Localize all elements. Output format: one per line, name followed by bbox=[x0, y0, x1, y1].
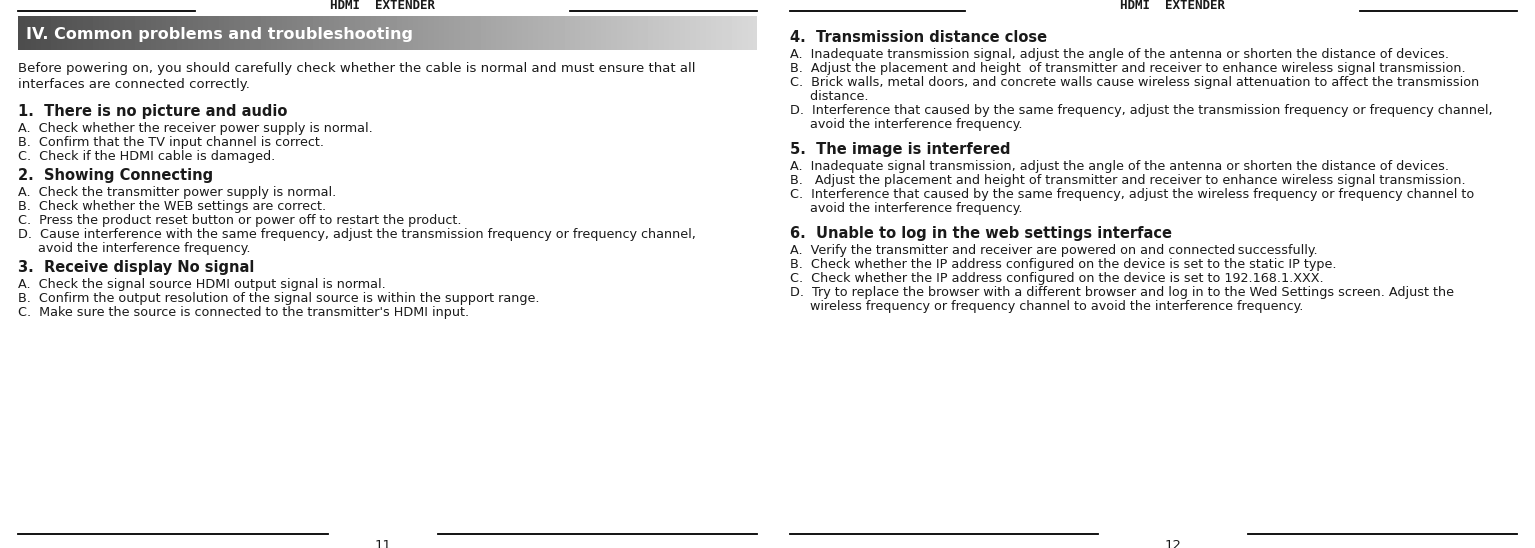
Text: wireless frequency or frequency channel to avoid the interference frequency.: wireless frequency or frequency channel … bbox=[791, 300, 1303, 313]
Text: 11: 11 bbox=[375, 539, 391, 548]
Text: HDMI  EXTENDER: HDMI EXTENDER bbox=[1121, 0, 1225, 12]
Text: Before powering on, you should carefully check whether the cable is normal and m: Before powering on, you should carefully… bbox=[18, 62, 695, 75]
Text: C.  Make sure the source is connected to the transmitter's HDMI input.: C. Make sure the source is connected to … bbox=[18, 306, 470, 319]
Text: B.  Confirm the output resolution of the signal source is within the support ran: B. Confirm the output resolution of the … bbox=[18, 292, 539, 305]
Text: avoid the interference frequency.: avoid the interference frequency. bbox=[791, 202, 1022, 215]
Text: B.  Check whether the WEB settings are correct.: B. Check whether the WEB settings are co… bbox=[18, 200, 325, 213]
Text: 5.  The image is interfered: 5. The image is interfered bbox=[791, 142, 1010, 157]
Text: 6.  Unable to log in the web settings interface: 6. Unable to log in the web settings int… bbox=[791, 226, 1173, 241]
Text: A.  Check the transmitter power supply is normal.: A. Check the transmitter power supply is… bbox=[18, 186, 336, 199]
Text: D.  Interference that caused by the same frequency, adjust the transmission freq: D. Interference that caused by the same … bbox=[791, 104, 1492, 117]
Text: C.  Check whether the IP address configured on the device is set to 192.168.1.XX: C. Check whether the IP address configur… bbox=[791, 272, 1323, 285]
Text: B.  Confirm that the TV input channel is correct.: B. Confirm that the TV input channel is … bbox=[18, 136, 324, 149]
Text: A.  Check the signal source HDMI output signal is normal.: A. Check the signal source HDMI output s… bbox=[18, 278, 385, 291]
Text: 2.  Showing Connecting: 2. Showing Connecting bbox=[18, 168, 213, 183]
Text: C.  Brick walls, metal doors, and concrete walls cause wireless signal attenuati: C. Brick walls, metal doors, and concret… bbox=[791, 76, 1480, 89]
Text: A.  Inadequate signal transmission, adjust the angle of the antenna or shorten t: A. Inadequate signal transmission, adjus… bbox=[791, 160, 1449, 173]
Text: 4.  Transmission distance close: 4. Transmission distance close bbox=[791, 30, 1047, 45]
Text: HDMI  EXTENDER: HDMI EXTENDER bbox=[330, 0, 436, 12]
Text: A.  Verify the transmitter and receiver are powered on and connected successfull: A. Verify the transmitter and receiver a… bbox=[791, 244, 1317, 257]
Text: 12: 12 bbox=[1165, 539, 1182, 548]
Text: C.  Press the product reset button or power off to restart the product.: C. Press the product reset button or pow… bbox=[18, 214, 462, 227]
Text: distance.: distance. bbox=[791, 90, 869, 103]
Text: D.  Cause interference with the same frequency, adjust the transmission frequenc: D. Cause interference with the same freq… bbox=[18, 228, 695, 241]
Text: avoid the interference frequency.: avoid the interference frequency. bbox=[791, 118, 1022, 131]
Text: D.  Try to replace the browser with a different browser and log in to the Wed Se: D. Try to replace the browser with a dif… bbox=[791, 286, 1454, 299]
Text: B.  Check whether the IP address configured on the device is set to the static I: B. Check whether the IP address configur… bbox=[791, 258, 1337, 271]
Text: A.  Inadequate transmission signal, adjust the angle of the antenna or shorten t: A. Inadequate transmission signal, adjus… bbox=[791, 48, 1449, 61]
Text: IV. Common problems and troubleshooting: IV. Common problems and troubleshooting bbox=[26, 26, 413, 42]
Text: avoid the interference frequency.: avoid the interference frequency. bbox=[18, 242, 250, 255]
Text: A.  Check whether the receiver power supply is normal.: A. Check whether the receiver power supp… bbox=[18, 122, 373, 135]
Text: interfaces are connected correctly.: interfaces are connected correctly. bbox=[18, 78, 250, 91]
Text: C.  Check if the HDMI cable is damaged.: C. Check if the HDMI cable is damaged. bbox=[18, 150, 275, 163]
Text: 3.  Receive display No signal: 3. Receive display No signal bbox=[18, 260, 255, 275]
Text: B.  Adjust the placement and height  of transmitter and receiver to enhance wire: B. Adjust the placement and height of tr… bbox=[791, 62, 1466, 75]
Text: B.   Adjust the placement and height of transmitter and receiver to enhance wire: B. Adjust the placement and height of tr… bbox=[791, 174, 1466, 187]
Text: 1.  There is no picture and audio: 1. There is no picture and audio bbox=[18, 104, 287, 119]
Text: C.  Interference that caused by the same frequency, adjust the wireless frequenc: C. Interference that caused by the same … bbox=[791, 188, 1474, 201]
